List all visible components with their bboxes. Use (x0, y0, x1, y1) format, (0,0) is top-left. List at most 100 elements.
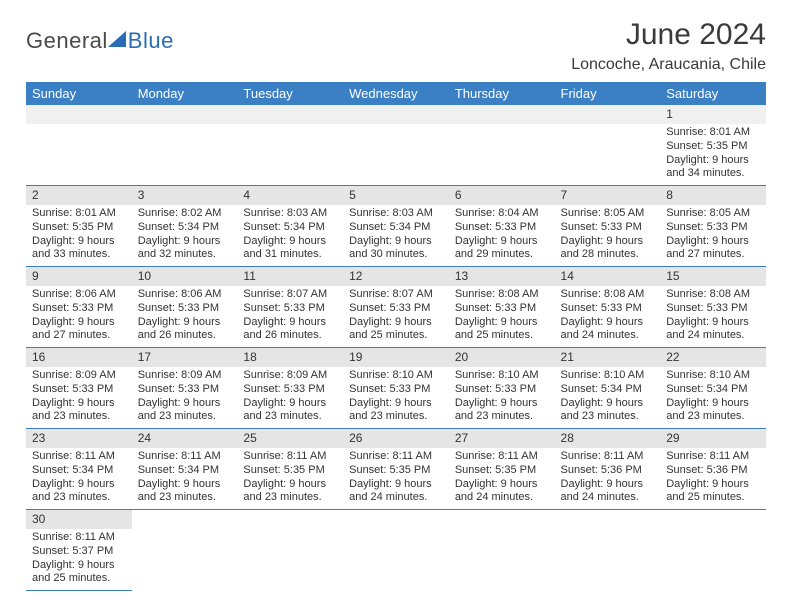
sunrise-text: Sunrise: 8:05 AM (561, 207, 655, 221)
day-cell: Sunrise: 8:11 AMSunset: 5:35 PMDaylight:… (237, 448, 343, 510)
day-number: 17 (132, 348, 238, 368)
day-number: 25 (237, 429, 343, 449)
daylight-text: Daylight: 9 hours (243, 316, 337, 330)
daynum-row: 2345678 (26, 186, 766, 206)
content-row: Sunrise: 8:09 AMSunset: 5:33 PM Daylight:… (26, 367, 766, 429)
day-number (26, 105, 132, 124)
sunrise-text: Sunrise: 8:06 AM (138, 288, 232, 302)
sunset-text: Sunset: 5:33 PM (561, 302, 655, 316)
daylight-text: and 24 minutes. (455, 491, 549, 505)
day-number: 22 (660, 348, 766, 368)
daylight-text: and 23 minutes. (349, 410, 443, 424)
weekday-header: Monday (132, 82, 238, 105)
daylight-text: and 25 minutes. (349, 329, 443, 343)
day-number: 19 (343, 348, 449, 368)
daylight-text: Daylight: 9 hours (32, 316, 126, 330)
day-cell: Sunrise: 8:05 AMSunset: 5:33 PMDaylight:… (555, 205, 661, 267)
location-title: Loncoche, Araucania, Chile (571, 56, 766, 74)
sunset-text: Sunset: 5:33 PM (666, 221, 760, 235)
daylight-text: Daylight: 9 hours (32, 559, 126, 573)
day-cell (237, 529, 343, 591)
daylight-text: and 25 minutes. (32, 572, 126, 586)
logo-sail-icon (108, 31, 126, 47)
daylight-text: Daylight: 9 hours (561, 397, 655, 411)
weekday-header: Saturday (660, 82, 766, 105)
logo: General Blue (26, 28, 174, 54)
daylight-text: Daylight: 9 hours (32, 235, 126, 249)
sunrise-text: Sunrise: 8:03 AM (349, 207, 443, 221)
day-number: 27 (449, 429, 555, 449)
daylight-text: Daylight: 9 hours (138, 235, 232, 249)
day-cell: Sunrise: 8:10 AMSunset: 5:34 PMDaylight:… (660, 367, 766, 429)
day-number: 6 (449, 186, 555, 206)
day-number (132, 105, 238, 124)
sunrise-text: Sunrise: 8:08 AM (561, 288, 655, 302)
day-cell (555, 529, 661, 591)
day-number (237, 105, 343, 124)
day-number: 18 (237, 348, 343, 368)
sunrise-text: Sunrise: 8:11 AM (32, 450, 126, 464)
daylight-text: Daylight: 9 hours (455, 478, 549, 492)
daylight-text: and 30 minutes. (349, 248, 443, 262)
day-cell (237, 124, 343, 186)
calendar-table: Sunday Monday Tuesday Wednesday Thursday… (26, 82, 766, 591)
day-number: 12 (343, 267, 449, 287)
daylight-text: and 33 minutes. (32, 248, 126, 262)
day-cell: Sunrise: 8:01 AMSunset: 5:35 PMDaylight:… (26, 205, 132, 267)
daylight-text: Daylight: 9 hours (349, 478, 443, 492)
sunrise-text: Sunrise: 8:11 AM (243, 450, 337, 464)
sunset-text: Sunset: 5:34 PM (138, 221, 232, 235)
daylight-text: Daylight: 9 hours (349, 316, 443, 330)
daylight-text: and 23 minutes. (138, 491, 232, 505)
daylight-text: Daylight: 9 hours (561, 235, 655, 249)
daylight-text: and 24 minutes. (561, 329, 655, 343)
day-number: 15 (660, 267, 766, 287)
daylight-text: Daylight: 9 hours (138, 397, 232, 411)
daylight-text: and 26 minutes. (243, 329, 337, 343)
day-cell (132, 529, 238, 591)
day-cell (343, 124, 449, 186)
day-cell: Sunrise: 8:11 AMSunset: 5:34 PMDaylight:… (26, 448, 132, 510)
sunrise-text: Sunrise: 8:03 AM (243, 207, 337, 221)
sunset-text: Sunset: 5:33 PM (666, 302, 760, 316)
day-number: 14 (555, 267, 661, 287)
sunset-text: Sunset: 5:37 PM (32, 545, 126, 559)
day-number (660, 510, 766, 530)
sunset-text: Sunset: 5:35 PM (32, 221, 126, 235)
sunrise-text: Sunrise: 8:09 AM (32, 369, 126, 383)
day-number (343, 510, 449, 530)
content-row: Sunrise: 8:11 AMSunset: 5:37 PMDaylight:… (26, 529, 766, 591)
day-cell (660, 529, 766, 591)
weekday-header: Wednesday (343, 82, 449, 105)
day-cell: Sunrise: 8:09 AMSunset: 5:33 PMDaylight:… (237, 367, 343, 429)
daylight-text: and 29 minutes. (455, 248, 549, 262)
sunset-text: Sunset: 5:33 PM (32, 383, 126, 397)
daylight-text: and 23 minutes. (32, 491, 126, 505)
daylight-text: Daylight: 9 hours (349, 235, 443, 249)
sunrise-text: Sunrise: 8:10 AM (349, 369, 443, 383)
sunrise-text: Sunrise: 8:06 AM (32, 288, 126, 302)
day-cell: Sunrise: 8:03 AMSunset: 5:34 PMDaylight:… (237, 205, 343, 267)
title-block: June 2024 Loncoche, Araucania, Chile (571, 18, 766, 74)
daynum-row: 23242526272829 (26, 429, 766, 449)
daylight-text: Daylight: 9 hours (138, 316, 232, 330)
sunset-text: Sunset: 5:33 PM (455, 302, 549, 316)
day-number (237, 510, 343, 530)
day-cell: Sunrise: 8:01 AMSunset: 5:35 PMDaylight:… (660, 124, 766, 186)
sunrise-text: Sunrise: 8:11 AM (455, 450, 549, 464)
day-cell (555, 124, 661, 186)
daylight-text: Daylight: 9 hours (455, 397, 549, 411)
day-cell (132, 124, 238, 186)
day-number: 2 (26, 186, 132, 206)
daynum-row: 16171819202122 (26, 348, 766, 368)
sunset-text: Sunset: 5:34 PM (138, 464, 232, 478)
daynum-row: 30 (26, 510, 766, 530)
daylight-text: and 23 minutes. (243, 410, 337, 424)
sunrise-text: Sunrise: 8:10 AM (561, 369, 655, 383)
sunrise-text: Sunrise: 8:04 AM (455, 207, 549, 221)
daylight-text: Daylight: 9 hours (455, 235, 549, 249)
day-number: 24 (132, 429, 238, 449)
daylight-text: and 24 minutes. (349, 491, 443, 505)
daylight-text: Daylight: 9 hours (666, 397, 760, 411)
day-number: 5 (343, 186, 449, 206)
